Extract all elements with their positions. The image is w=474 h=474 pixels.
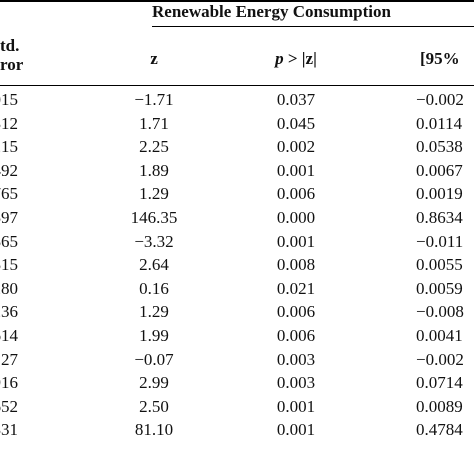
group-header-rule	[152, 26, 474, 27]
cell-std-error: 0312	[0, 113, 18, 133]
cell-conf-interval: 0.0114	[416, 113, 463, 133]
cell-p-value: 0.037	[276, 90, 316, 109]
table-row: 0127 −0.07 0.003 −0.002	[0, 348, 474, 372]
cell-conf-interval: 0.4784	[416, 420, 463, 440]
cell-p-value: 0.021	[276, 278, 316, 298]
table-row: 0331 81.10 0.001 0.4784	[0, 418, 474, 442]
cell-std-error: 0815	[0, 255, 18, 275]
cell-std-error: 0280	[0, 278, 18, 298]
cell-p-value: 0.006	[276, 184, 316, 204]
table-row: 0865 −3.32 0.001 −0.011	[0, 230, 474, 254]
cell-conf-interval: 0.0019	[416, 184, 463, 204]
cell-p-value: 0.001	[276, 420, 316, 440]
cell-p-value: 0.001	[276, 396, 316, 416]
cell-z: 146.35	[130, 207, 178, 227]
header-p-italic: p	[275, 49, 284, 68]
header-rule	[0, 85, 474, 86]
cell-z: −0.07	[134, 349, 174, 369]
cell-std-error: 0331	[0, 420, 18, 440]
table-row: 0815 2.64 0.008 0.0055	[0, 253, 474, 277]
cell-conf-interval: −0.011	[416, 231, 464, 251]
cell-conf-interval: −0.002	[416, 90, 464, 109]
cell-conf-interval: −0.002	[416, 349, 464, 369]
cell-conf-interval: 0.0089	[416, 396, 463, 416]
cell-z: 2.99	[139, 373, 169, 393]
cell-z: 1.29	[139, 184, 169, 204]
cell-p-value: 0.006	[276, 325, 316, 345]
table-row: 0765 1.29 0.006 0.0019	[0, 182, 474, 206]
cell-p-value: 0.003	[276, 349, 316, 369]
table-row: 0280 0.16 0.021 0.0059	[0, 277, 474, 301]
cell-conf-interval: 0.8634	[416, 207, 463, 227]
header-p-value: p > |z|	[246, 49, 346, 68]
cell-z: 2.25	[139, 137, 169, 157]
table-body: 1015−1.710.037−0.00203121.710.0450.01145…	[0, 88, 474, 442]
cell-conf-interval: 0.0067	[416, 160, 463, 180]
cell-p-value: 0.000	[276, 207, 316, 227]
cell-p-value: 0.001	[276, 160, 316, 180]
cell-std-error: 0765	[0, 184, 18, 204]
cell-z: 1.71	[139, 113, 169, 133]
table-row: 5215 2.25 0.002 0.0538	[0, 135, 474, 159]
cell-p-value: 0.003	[276, 373, 316, 393]
header-p-rest: > |z|	[283, 49, 317, 68]
cell-std-error: 0614	[0, 325, 18, 345]
cell-conf-interval: 0.0538	[416, 137, 463, 157]
table-row: 1015 −1.71 0.037 −0.002	[0, 88, 474, 112]
cell-p-value: 0.001	[276, 231, 316, 251]
header-std-error: td. ror	[0, 36, 40, 74]
header-conf-interval: [95%	[420, 49, 460, 68]
header-z: z	[150, 49, 158, 68]
cell-z: −1.71	[134, 90, 174, 109]
cell-p-value: 0.002	[276, 137, 316, 157]
table-row: 0312 1.71 0.045 0.0114	[0, 112, 474, 136]
table-row: 5916 2.99 0.003 0.0714	[0, 371, 474, 395]
cell-z: 2.64	[139, 255, 169, 275]
header-std-error-line1: td.	[0, 36, 20, 55]
top-rule	[0, 0, 474, 2]
table-row: 0614 1.99 0.006 0.0041	[0, 324, 474, 348]
cell-p-value: 0.045	[276, 113, 316, 133]
cell-std-error: 1015	[0, 90, 18, 109]
cell-p-value: 0.008	[276, 255, 316, 275]
cell-z: 1.89	[139, 160, 169, 180]
group-header: Renewable Energy Consumption	[152, 2, 391, 21]
cell-std-error: 0597	[0, 207, 18, 227]
cell-z: 81.10	[134, 420, 174, 440]
cell-std-error: 0865	[0, 231, 18, 251]
cell-std-error: 0652	[0, 396, 18, 416]
header-std-error-line2: ror	[0, 55, 24, 74]
cell-std-error: 0127	[0, 349, 18, 369]
table-row: 0492 1.89 0.001 0.0067	[0, 159, 474, 183]
table-row: 0597 146.35 0.000 0.8634	[0, 206, 474, 230]
cell-conf-interval: 0.0055	[416, 255, 463, 275]
cell-conf-interval: 0.0714	[416, 373, 463, 393]
cell-std-error: 5215	[0, 137, 18, 157]
cell-std-error: 0492	[0, 160, 18, 180]
table-row: 0236 1.29 0.006 −0.008	[0, 300, 474, 324]
table-row: 0652 2.50 0.001 0.0089	[0, 395, 474, 419]
cell-p-value: 0.006	[276, 302, 316, 322]
cell-z: −3.32	[134, 231, 174, 251]
cell-conf-interval: 0.0059	[416, 278, 463, 298]
cell-std-error: 5916	[0, 373, 18, 393]
cell-conf-interval: 0.0041	[416, 325, 463, 345]
cell-std-error: 0236	[0, 302, 18, 322]
cell-z: 0.16	[139, 278, 169, 298]
cell-z: 1.29	[139, 302, 169, 322]
cell-z: 1.99	[139, 325, 169, 345]
cell-conf-interval: −0.008	[416, 302, 464, 322]
cell-z: 2.50	[139, 396, 169, 416]
